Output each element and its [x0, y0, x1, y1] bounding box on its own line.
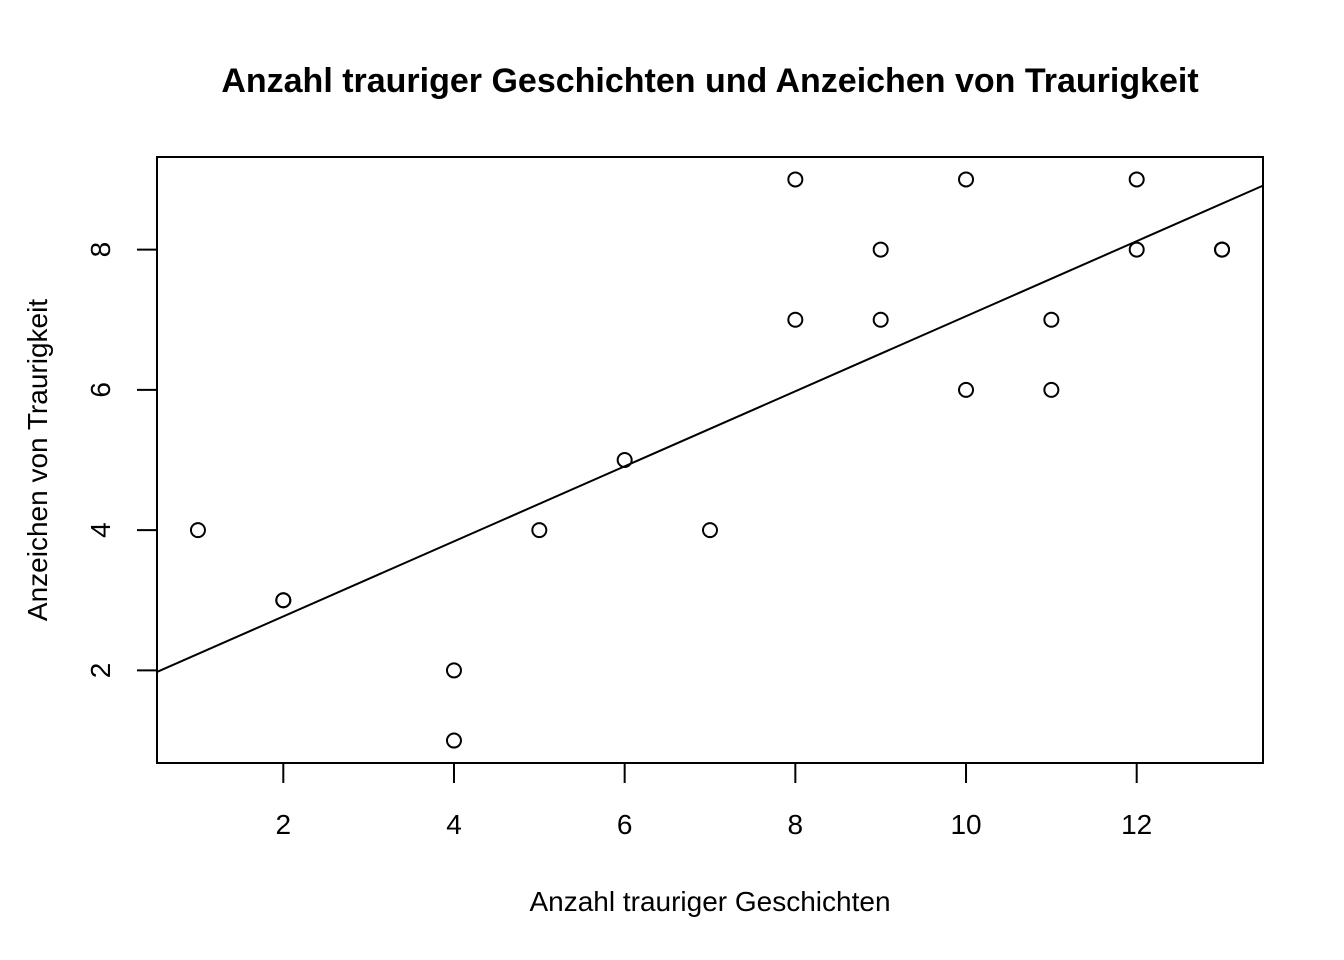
y-tick-label: 2	[85, 663, 116, 679]
data-point	[958, 381, 975, 398]
data-point	[1043, 381, 1060, 398]
x-tick-label: 4	[446, 809, 462, 840]
chart-title: Anzahl trauriger Geschichten und Anzeich…	[221, 62, 1198, 100]
y-tick-label: 6	[85, 382, 116, 398]
data-point	[1214, 241, 1231, 258]
x-tick-label: 8	[788, 809, 804, 840]
x-tick-label: 10	[950, 809, 981, 840]
y-axis: 2 4 6 8	[85, 242, 158, 679]
data-point	[787, 311, 804, 328]
data-point	[616, 452, 633, 468]
data-point	[702, 522, 718, 539]
data-point	[531, 522, 548, 539]
x-tick-label: 2	[276, 809, 292, 840]
regression-line-group	[156, 184, 1264, 673]
data-points	[189, 171, 1231, 749]
data-point	[1043, 311, 1060, 328]
y-tick-label: 8	[85, 242, 116, 258]
data-point	[1128, 171, 1145, 188]
data-point	[275, 592, 292, 609]
data-point	[872, 311, 889, 328]
y-axis-label: Anzeichen von Traurigkeit	[22, 299, 53, 621]
data-point	[189, 522, 206, 539]
x-axis-label: Anzahl trauriger Geschichten	[529, 886, 890, 917]
plot-frame	[156, 156, 1264, 764]
x-tick-label: 6	[617, 809, 633, 840]
data-point	[1128, 241, 1145, 258]
x-axis: 2 4 6 8 10 12	[276, 762, 1152, 840]
y-tick-label: 4	[85, 522, 116, 538]
data-point	[787, 171, 804, 188]
data-point	[445, 732, 462, 749]
regression-line	[156, 184, 1264, 673]
data-point	[958, 171, 975, 188]
data-point	[872, 241, 889, 258]
data-point	[445, 662, 462, 679]
x-tick-label: 12	[1121, 809, 1152, 840]
